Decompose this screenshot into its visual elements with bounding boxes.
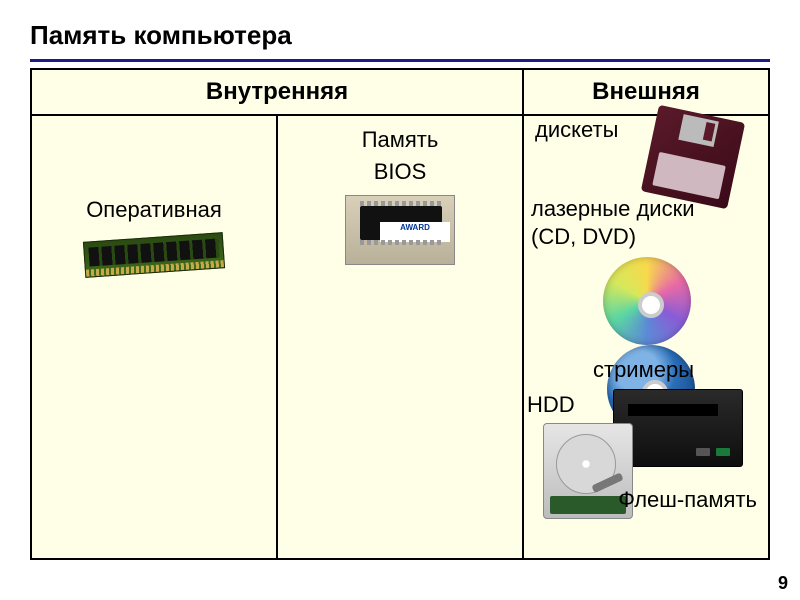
title-underline <box>30 59 770 62</box>
cell-external: дискеты лазерные диски (CD, DVD) стриме <box>523 115 769 559</box>
header-internal: Внутренняя <box>31 69 523 115</box>
floppy-disk-icon <box>641 105 745 209</box>
flash-label: Флеш-память <box>618 487 757 513</box>
ram-label: Оперативная <box>43 197 265 223</box>
bios-label-2: BIOS <box>289 159 511 185</box>
cd-rainbow-icon <box>603 257 691 345</box>
body-row: Оперативная Память BIOS AWARD <box>31 115 769 559</box>
header-external: Внешняя <box>523 69 769 115</box>
floppy-label: дискеты <box>535 117 618 143</box>
ram-module-icon <box>83 232 225 278</box>
optical-label-2: (CD, DVD) <box>531 223 695 251</box>
cell-bios: Память BIOS AWARD <box>277 115 523 559</box>
hdd-label: HDD <box>527 392 575 418</box>
bios-chip-icon: AWARD <box>345 195 455 265</box>
page-number: 9 <box>778 573 788 594</box>
slide: Память компьютера Внутренняя Внешняя Опе… <box>0 0 800 560</box>
bios-sticker: AWARD <box>380 222 450 242</box>
bios-label-1: Память <box>289 127 511 153</box>
memory-table: Внутренняя Внешняя Оперативная Память BI… <box>30 68 770 560</box>
tape-label: стримеры <box>593 357 694 383</box>
cell-ram: Оперативная <box>31 115 277 559</box>
page-title: Память компьютера <box>30 20 770 51</box>
optical-label-1: лазерные диски <box>531 195 695 223</box>
